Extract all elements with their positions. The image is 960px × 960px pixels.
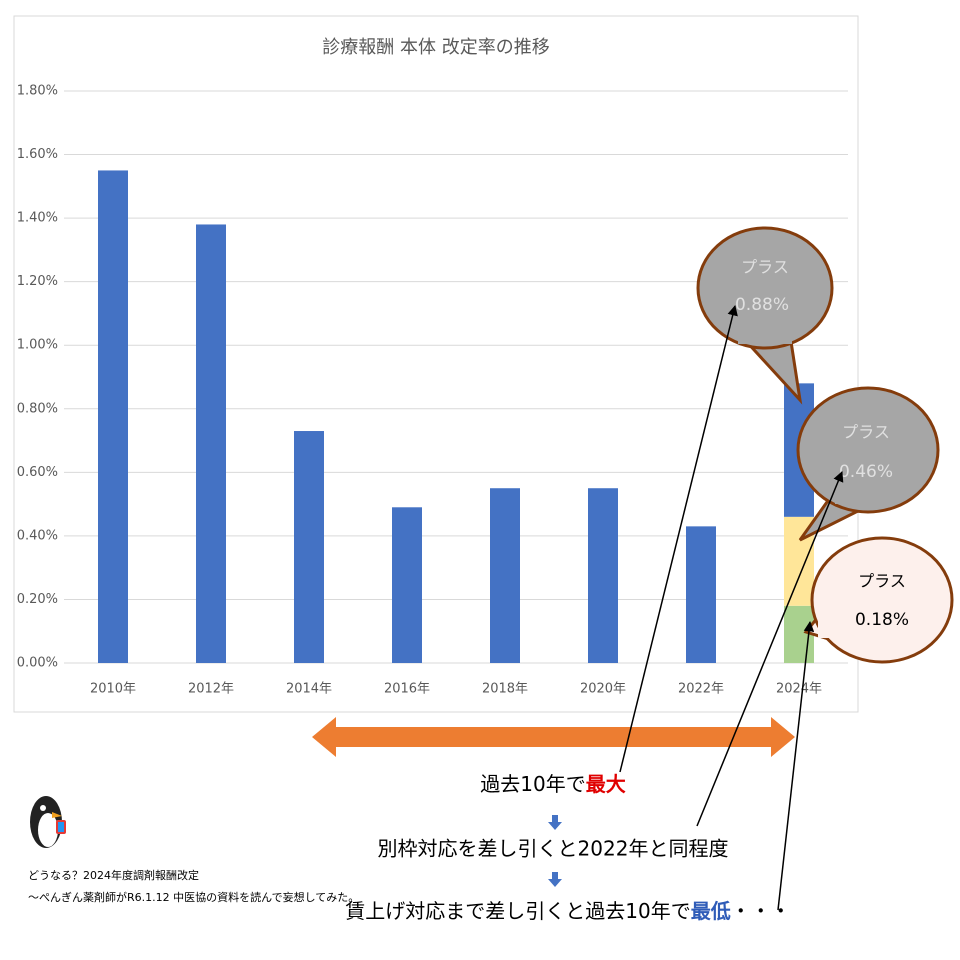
- note: 賃上げ対応まで差し引くと過去10年で最低・・・: [345, 899, 790, 923]
- bar: [196, 224, 226, 663]
- credit: ～ぺんぎん薬剤師がR6.1.12 中医協の資料を読んで妄想してみた。: [28, 890, 359, 904]
- x-tick-label: 2024年: [776, 682, 822, 697]
- bar: [392, 507, 422, 663]
- plot: 0.00% 0.20% 0.40% 0.60% 0.80% 1.00% 1.20% 1.40%…: [17, 84, 848, 697]
- x-tick-label: 2012年: [188, 682, 234, 697]
- callout-text: プラス: [741, 258, 789, 277]
- callout-text: 0.18%: [855, 610, 909, 630]
- y-tick-label: 1.00%: [17, 338, 58, 353]
- callout-text: プラス: [858, 572, 906, 591]
- callout-text: 0.88%: [735, 295, 789, 315]
- bar: [98, 170, 128, 663]
- note-text: 賃上げ対応まで差し引くと過去10年で: [345, 899, 690, 923]
- y-tick-label: 0.20%: [17, 592, 58, 607]
- range-arrow: [312, 717, 795, 757]
- y-tick-label: 0.60%: [17, 465, 58, 480]
- pointer: [696, 471, 844, 827]
- y-tick-label: 1.20%: [17, 274, 58, 289]
- y-tick-label: 0.80%: [17, 401, 58, 416]
- chart-frame: [13, 15, 859, 713]
- credit: どうなる？2024年度調剤報酬改定: [28, 868, 199, 882]
- callout: プラス 0.46%: [796, 386, 940, 542]
- bar: [686, 526, 716, 663]
- x-tick-label: 2022年: [678, 682, 724, 697]
- note-text: ・・・: [731, 899, 791, 923]
- chart-title: 診療報酬 本体 改定率の推移: [322, 37, 549, 58]
- pointer: [619, 304, 738, 773]
- note: 過去10年で最大: [480, 772, 625, 796]
- x-tick-label: 2016年: [384, 682, 430, 697]
- bar: [588, 488, 618, 663]
- bar: [294, 431, 324, 663]
- y-tick-label: 1.40%: [17, 211, 58, 226]
- callout-text: 0.46%: [839, 462, 893, 482]
- y-tick-label: 0.00%: [17, 656, 58, 671]
- down-arrow: [548, 872, 562, 887]
- callout-text: プラス: [842, 423, 890, 442]
- x-tick-label: 2018年: [482, 682, 528, 697]
- x-tick-label: 2010年: [90, 682, 136, 697]
- x-tick-label: 2014年: [286, 682, 332, 697]
- note: 別枠対応を差し引くと2022年と同程度: [378, 837, 729, 861]
- y-tick-label: 0.40%: [17, 528, 58, 543]
- note-emphasis: 最低: [691, 899, 731, 923]
- y-tick-label: 1.60%: [17, 147, 58, 162]
- note-emphasis: 最大: [586, 772, 626, 796]
- note-text: 過去10年で: [480, 772, 585, 796]
- x-tick-label: 2020年: [580, 682, 626, 697]
- bar: [490, 488, 520, 663]
- pointer: [777, 620, 815, 911]
- penguin-icon: [30, 796, 66, 848]
- callout: プラス 0.18%: [803, 536, 954, 664]
- down-arrow: [548, 815, 562, 830]
- y-tick-label: 1.80%: [17, 84, 58, 99]
